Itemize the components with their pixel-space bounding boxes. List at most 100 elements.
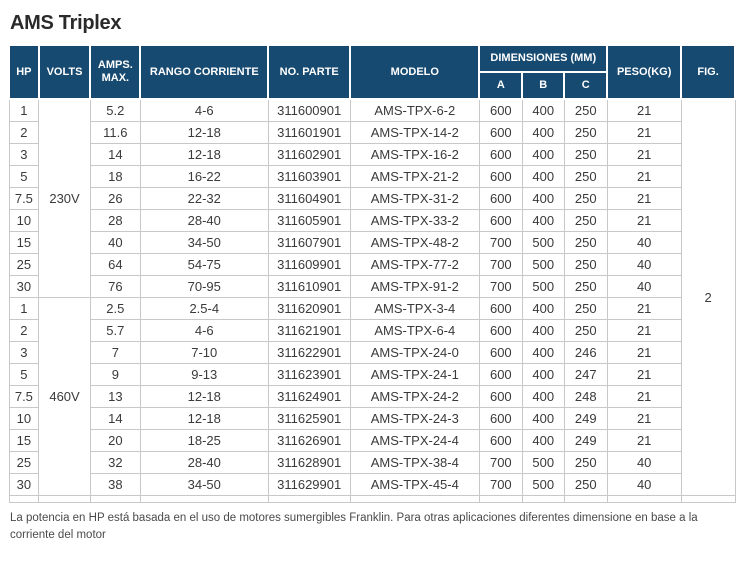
cell-dim-c: 250 bbox=[563, 143, 608, 166]
cell-no-parte: 311603901 bbox=[267, 165, 351, 188]
page-title: AMS Triplex bbox=[10, 12, 122, 34]
cell-peso: 21 bbox=[606, 429, 682, 452]
cell-dim-c: 250 bbox=[563, 187, 608, 210]
cell-hp: 7.5 bbox=[8, 187, 40, 210]
cell-modelo: AMS-TPX-45-4 bbox=[349, 473, 480, 496]
cell-amps-max: 9 bbox=[89, 363, 141, 386]
cell-amps-max: 7 bbox=[89, 341, 141, 364]
cell-peso: 40 bbox=[606, 275, 682, 298]
cell-dim-b: 400 bbox=[521, 429, 565, 452]
footer-strip-cell bbox=[8, 495, 40, 503]
cell-dim-a: 600 bbox=[478, 341, 523, 364]
cell-peso: 21 bbox=[606, 407, 682, 430]
footnote: La potencia en HP está basada en el uso … bbox=[10, 512, 698, 541]
cell-rango-corriente: 28-40 bbox=[139, 209, 269, 232]
cell-dim-b: 400 bbox=[521, 407, 565, 430]
cell-no-parte: 311624901 bbox=[267, 385, 351, 408]
cell-dim-c: 250 bbox=[563, 275, 608, 298]
cell-rango-corriente: 2.5-4 bbox=[139, 297, 269, 320]
cell-dim-b: 500 bbox=[521, 473, 565, 496]
cell-hp: 5 bbox=[8, 363, 40, 386]
table-body: 1 230V 5.2 4-6 311600901 AMS-TPX-6-2 600 400 250… bbox=[8, 98, 736, 503]
cell-peso: 21 bbox=[606, 385, 682, 408]
cell-volts-230v: 230V bbox=[38, 98, 91, 298]
table-header: HP VOLTS AMPS. MAX. RANGO CORRIENTE NO. … bbox=[8, 44, 736, 100]
cell-modelo: AMS-TPX-77-2 bbox=[349, 253, 480, 276]
cell-dim-a: 600 bbox=[478, 121, 523, 144]
cell-modelo: AMS-TPX-3-4 bbox=[349, 297, 480, 320]
table-row: 30 76 70-95 311610901 AMS-TPX-91-2 700 500 250 4… bbox=[8, 275, 735, 298]
cell-no-parte: 311605901 bbox=[267, 209, 351, 232]
cell-no-parte: 311601901 bbox=[267, 121, 351, 144]
table-row: 30 38 34-50 311629901 AMS-TPX-45-4 700 500 250 4… bbox=[8, 473, 735, 496]
cell-dim-a: 600 bbox=[478, 385, 523, 408]
cell-dim-c: 249 bbox=[563, 429, 608, 452]
table-row: 2 5.7 4-6 311621901 AMS-TPX-6-4 600 400 250 21 bbox=[8, 319, 735, 342]
cell-dim-c: 250 bbox=[563, 98, 608, 122]
table-row: 15 40 34-50 311607901 AMS-TPX-48-2 700 500 250 4… bbox=[8, 231, 735, 254]
cell-modelo: AMS-TPX-31-2 bbox=[349, 187, 480, 210]
cell-hp: 15 bbox=[8, 231, 40, 254]
cell-rango-corriente: 12-18 bbox=[139, 143, 269, 166]
cell-rango-corriente: 12-18 bbox=[139, 121, 269, 144]
col-header-modelo: MODELO bbox=[349, 44, 481, 100]
cell-peso: 21 bbox=[606, 319, 682, 342]
table-row: 25 64 54-75 311609901 AMS-TPX-77-2 700 500 250 4… bbox=[8, 253, 735, 276]
cell-dim-a: 600 bbox=[478, 165, 523, 188]
col-header-dim-c: C bbox=[563, 71, 609, 100]
table-row: 1 460V 2.5 2.5-4 311620901 AMS-TPX-3-4 600 400 2… bbox=[8, 297, 735, 496]
cell-no-parte: 311620901 bbox=[267, 297, 351, 320]
cell-no-parte: 311626901 bbox=[267, 429, 351, 452]
cell-peso: 21 bbox=[606, 297, 682, 320]
cell-no-parte: 311610901 bbox=[267, 275, 351, 298]
cell-rango-corriente: 4-6 bbox=[139, 319, 269, 342]
cell-hp: 7.5 bbox=[8, 385, 40, 408]
cell-modelo: AMS-TPX-91-2 bbox=[349, 275, 480, 298]
cell-peso: 21 bbox=[606, 341, 682, 364]
cell-dim-c: 246 bbox=[563, 341, 608, 364]
table-row: 3 7 7-10 311622901 AMS-TPX-24-0 600 400 246 21 bbox=[8, 341, 735, 364]
cell-volts-460v: 460V bbox=[38, 297, 91, 496]
cell-dim-a: 600 bbox=[478, 297, 523, 320]
col-header-hp: HP bbox=[8, 44, 40, 100]
cell-hp: 3 bbox=[8, 341, 40, 364]
col-header-no-parte: NO. PARTE bbox=[267, 44, 352, 100]
footer-strip-cell bbox=[606, 495, 682, 503]
cell-rango-corriente: 70-95 bbox=[139, 275, 269, 298]
cell-peso: 40 bbox=[606, 231, 682, 254]
cell-dim-b: 400 bbox=[521, 121, 565, 144]
cell-dim-a: 600 bbox=[478, 98, 523, 122]
cell-peso: 40 bbox=[606, 473, 682, 496]
cell-modelo: AMS-TPX-48-2 bbox=[349, 231, 480, 254]
table-row: 5 9 9-13 311623901 AMS-TPX-24-1 600 400 247 21 bbox=[8, 363, 735, 386]
table-row: 15 20 18-25 311626901 AMS-TPX-24-4 600 400 249 2… bbox=[8, 429, 735, 452]
cell-dim-a: 700 bbox=[478, 231, 523, 254]
cell-modelo: AMS-TPX-24-0 bbox=[349, 341, 480, 364]
cell-dim-a: 600 bbox=[478, 363, 523, 386]
cell-peso: 21 bbox=[606, 98, 682, 122]
cell-hp: 1 bbox=[8, 297, 40, 320]
cell-no-parte: 311609901 bbox=[267, 253, 351, 276]
cell-hp: 25 bbox=[8, 253, 40, 276]
cell-dim-c: 250 bbox=[563, 121, 608, 144]
cell-modelo: AMS-TPX-14-2 bbox=[349, 121, 480, 144]
cell-dim-b: 400 bbox=[521, 319, 565, 342]
table-row: 5 18 16-22 311603901 AMS-TPX-21-2 600 400 250 21 bbox=[8, 165, 735, 188]
footer-strip-cell bbox=[680, 495, 736, 503]
cell-dim-b: 500 bbox=[521, 275, 565, 298]
cell-dim-b: 400 bbox=[521, 341, 565, 364]
cell-no-parte: 311604901 bbox=[267, 187, 351, 210]
footer-strip-cell bbox=[267, 495, 351, 503]
cell-peso: 21 bbox=[606, 143, 682, 166]
spec-table: HP VOLTS AMPS. MAX. RANGO CORRIENTE NO. … bbox=[8, 44, 736, 503]
cell-dim-b: 500 bbox=[521, 231, 565, 254]
cell-peso: 40 bbox=[606, 253, 682, 276]
table-row: 7.5 26 22-32 311604901 AMS-TPX-31-2 600 400 250… bbox=[8, 187, 735, 210]
cell-peso: 21 bbox=[606, 165, 682, 188]
table-row: 3 14 12-18 311602901 AMS-TPX-16-2 600 400 250 21 bbox=[8, 143, 735, 166]
cell-rango-corriente: 34-50 bbox=[139, 473, 269, 496]
cell-amps-max: 40 bbox=[89, 231, 141, 254]
col-header-rango-corriente: RANGO CORRIENTE bbox=[139, 44, 270, 100]
cell-modelo: AMS-TPX-33-2 bbox=[349, 209, 480, 232]
cell-modelo: AMS-TPX-6-4 bbox=[349, 319, 480, 342]
